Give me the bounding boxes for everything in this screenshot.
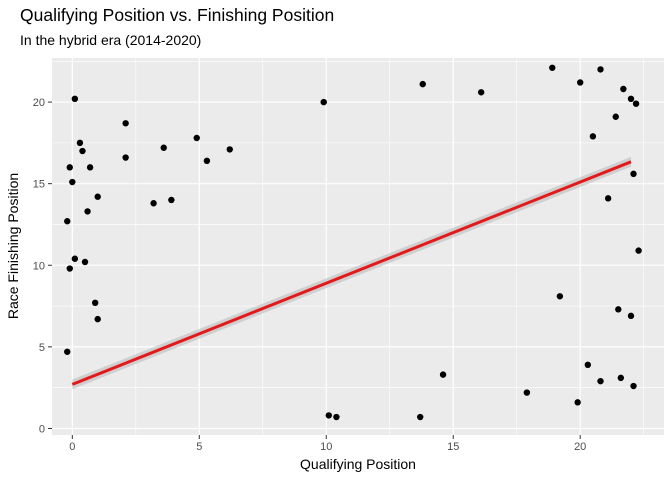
data-point [150,200,157,207]
trend-layer [71,156,632,390]
data-point [584,361,592,369]
y-tick-label: 10 [33,260,45,272]
chart-title: Qualifying Position vs. Finishing Positi… [20,5,334,25]
data-point [556,293,564,300]
data-point [160,144,167,151]
data-point [84,208,91,215]
data-point [630,382,637,390]
plot-panel [52,58,664,435]
y-tick-label: 5 [39,342,45,354]
data-point [604,195,612,202]
data-point [635,247,642,254]
data-point [632,100,640,107]
x-tick-label: 5 [196,441,202,453]
data-point [617,374,625,382]
x-axis-label: Qualifying Position [300,456,416,472]
data-point [576,79,584,86]
y-tick-label: 0 [39,423,45,435]
data-point [122,120,129,127]
data-point [417,413,424,421]
trend-line [71,160,632,386]
data-point [66,164,73,171]
data-point [523,389,531,396]
data-point [320,98,327,106]
data-point [71,255,79,262]
points-layer [64,64,642,421]
data-point [439,371,447,378]
data-point [94,315,101,323]
data-point [69,178,76,186]
data-point [71,95,79,103]
data-point [627,95,635,103]
data-point [66,265,73,272]
data-point [325,412,332,419]
data-point [615,306,622,313]
data-point [333,413,340,421]
data-point [589,133,597,140]
data-point [226,146,233,153]
data-point [612,113,619,120]
x-axis: 0 5 10 15 20 [69,435,586,453]
y-axis: 0 5 10 15 20 [33,97,52,435]
data-point [419,80,426,88]
data-point [630,170,637,178]
data-point [627,312,635,320]
data-point [91,299,99,307]
data-point [122,154,129,161]
data-point [597,66,604,73]
major-gridlines [52,58,664,435]
data-point [168,196,175,204]
x-tick-label: 10 [320,441,332,453]
minor-gridlines [52,58,664,435]
y-tick-label: 15 [33,179,45,191]
y-tick-label: 20 [33,97,45,109]
chart-subtitle: In the hybrid era (2014-2020) [20,32,201,48]
data-point [477,89,485,96]
data-point [79,147,86,155]
data-point [81,258,89,266]
data-point [64,348,71,355]
y-axis-label: Race Finishing Position [5,173,21,319]
x-tick-label: 20 [574,441,586,453]
data-point [549,64,556,71]
x-tick-label: 0 [69,441,75,453]
data-point [193,134,200,142]
data-point [76,139,84,147]
data-point [597,377,604,385]
x-tick-label: 15 [447,441,459,453]
data-point [203,157,211,165]
data-point [94,193,101,200]
data-point [64,218,71,225]
data-point [620,85,627,93]
data-point [86,164,94,171]
data-point [574,399,581,406]
